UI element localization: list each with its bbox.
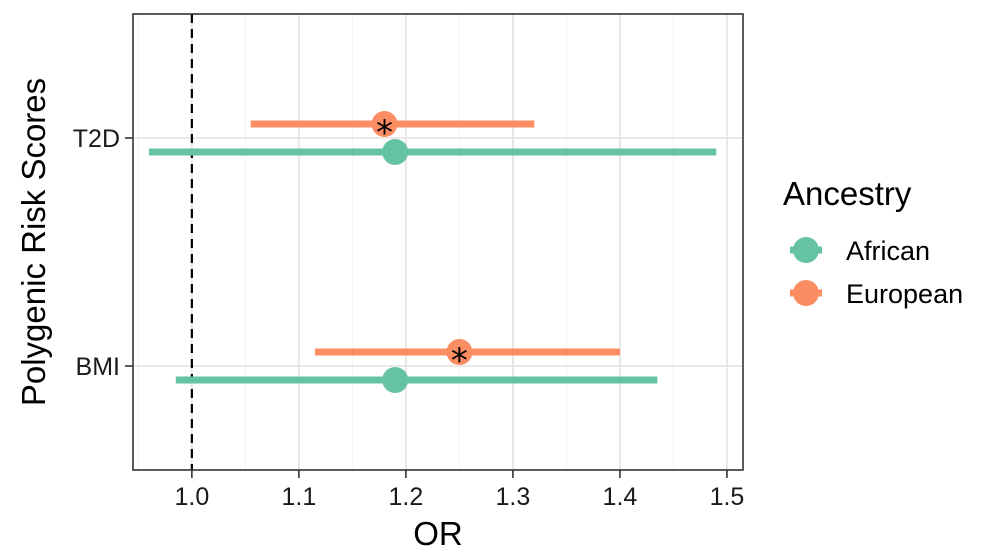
x-tick-label: 1.4 (603, 483, 638, 511)
legend-label: European (846, 279, 963, 309)
x-tick-label: 1.3 (496, 483, 531, 511)
y-tick-label: BMI (76, 353, 120, 381)
data-marks: ** (149, 111, 717, 393)
point-estimate (371, 111, 398, 137)
legend-key-point (793, 237, 819, 263)
y-axis-title: Polygenic Risk Scores (15, 78, 52, 406)
y-tick-label: T2D (73, 125, 120, 153)
legend-title: Ancestry (783, 175, 912, 212)
significance-marker: * (451, 341, 468, 381)
y-axis: T2D BMI (73, 125, 133, 381)
x-axis-title: OR (413, 515, 463, 552)
panel-background (133, 14, 743, 470)
grid-lines (133, 14, 743, 470)
point-estimate (382, 367, 409, 393)
x-tick-label: 1.5 (710, 483, 745, 511)
legend-key-point (793, 280, 819, 306)
point-estimate (446, 339, 473, 365)
point-estimate (382, 139, 409, 165)
x-tick-label: 1.2 (389, 483, 424, 511)
panel-border (132, 13, 744, 471)
significance-marker: * (376, 113, 393, 153)
x-tick-label: 1.0 (174, 483, 209, 511)
x-tick-label: 1.1 (281, 483, 316, 511)
x-axis: 1.0 1.1 1.2 1.3 1.4 1.5 (174, 470, 744, 511)
legend-label: African (846, 236, 930, 266)
legend: Ancestry African European (783, 175, 963, 309)
